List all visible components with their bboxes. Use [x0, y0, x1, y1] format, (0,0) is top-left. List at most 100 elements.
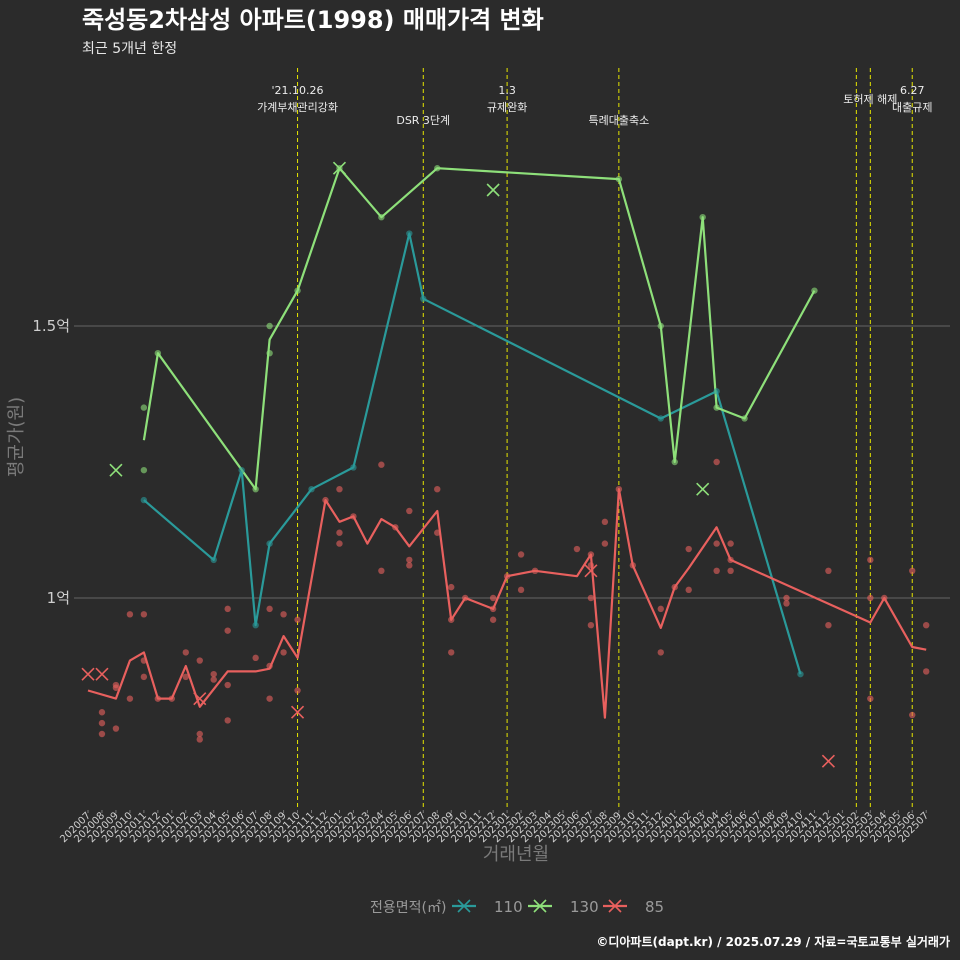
y-axis-ticks: 1억 1.5억: [32, 317, 70, 607]
data-point-85: [713, 458, 720, 466]
data-point-85: [294, 616, 301, 623]
data-point-85: [713, 567, 720, 574]
series-line-130: [142, 167, 816, 491]
data-point-85: [601, 518, 609, 526]
cross-marker-85: [821, 754, 835, 768]
data-point-130: [140, 466, 148, 474]
cross-marker-130: [696, 482, 710, 496]
series-line-85: [87, 488, 927, 719]
data-point-85: [168, 695, 176, 702]
data-point-110: [797, 670, 804, 678]
data-point-85: [727, 567, 734, 574]
data-point-85: [112, 684, 120, 691]
data-point-130: [252, 486, 259, 493]
data-point-85: [783, 600, 790, 607]
cross-marker-130: [486, 183, 500, 197]
data-point-85: [140, 657, 148, 664]
data-point-85: [713, 540, 720, 547]
data-point-85: [448, 616, 455, 623]
data-point-85: [909, 711, 916, 719]
data-point-130: [378, 214, 385, 221]
event-label: 특례대출축소: [588, 114, 649, 127]
data-point-130: [657, 322, 664, 330]
event-label: 6.27: [900, 84, 925, 97]
data-point-85: [685, 545, 692, 553]
data-point-110: [657, 415, 664, 422]
legend-title: 전용면적(㎡): [370, 900, 446, 916]
data-point-85: [657, 605, 664, 613]
data-point-85: [336, 486, 343, 493]
data-point-85: [517, 586, 525, 594]
data-point-85: [587, 622, 595, 629]
event-label: 1.3: [498, 84, 516, 97]
data-point-130: [615, 175, 623, 183]
data-point-85: [923, 622, 930, 629]
data-point-130: [811, 287, 818, 294]
data-point-85: [448, 583, 455, 591]
data-point-85: [867, 556, 874, 564]
data-point-85: [392, 524, 399, 531]
data-point-85: [294, 687, 301, 694]
data-point-85: [112, 725, 120, 732]
event-label: DSR 3단계: [396, 114, 450, 127]
data-point-85: [266, 605, 273, 613]
cross-marker-130: [332, 161, 347, 175]
data-point-85: [489, 594, 497, 602]
y-tick-label: 1.5억: [32, 317, 70, 335]
cross-marker-85: [290, 705, 305, 719]
data-point-85: [252, 654, 259, 662]
event-label: 대출규제: [892, 101, 932, 114]
legend-key-marker-130: [533, 899, 547, 913]
data-point-85: [671, 583, 678, 591]
data-point-85: [98, 709, 106, 716]
data-point-130: [713, 404, 720, 411]
legend-key-marker-85: [608, 899, 622, 913]
y-axis-title: 평균가(원): [6, 397, 27, 477]
data-point-85: [280, 649, 287, 656]
data-point-85: [685, 586, 692, 594]
data-point-85: [224, 627, 231, 634]
cross-marker-85: [584, 564, 598, 578]
data-point-85: [182, 649, 189, 656]
data-point-85: [461, 594, 469, 602]
data-point-85: [531, 567, 539, 574]
data-point-130: [266, 322, 273, 330]
data-point-85: [517, 551, 525, 558]
legend-key-marker-110: [457, 899, 471, 913]
data-point-110: [266, 540, 273, 547]
legend-label-85: 85: [645, 898, 664, 916]
y-tick-label: 1억: [47, 589, 70, 607]
data-point-85: [210, 670, 217, 678]
event-label: 규제완화: [487, 101, 527, 114]
chart-title: 죽성동2차삼성 아파트(1998) 매매가격 변화: [82, 6, 544, 34]
data-point-85: [587, 562, 595, 569]
chart-subtitle: 최근 5개년 한정: [82, 41, 177, 57]
event-label: 가계부채관리강화: [257, 101, 338, 114]
source-caption: ©디아파트(dapt.kr) / 2025.07.29 / 자료=국토교통부 실…: [596, 934, 950, 949]
data-point-85: [601, 540, 609, 547]
data-point-85: [783, 594, 790, 602]
data-point-85: [629, 562, 637, 569]
x-axis-ticks: 2020072020082020092020102020112020122021…: [58, 810, 931, 845]
event-label: '21.10.26: [272, 84, 324, 97]
data-point-85: [587, 594, 595, 602]
x-axis-title: 거래년월: [483, 844, 549, 865]
data-point-110: [308, 486, 315, 493]
data-point-85: [615, 486, 623, 493]
data-point-85: [434, 529, 441, 536]
event-label: 토허제 해제: [843, 92, 897, 106]
data-point-85: [825, 622, 832, 629]
data-point-85: [489, 616, 497, 623]
data-point-85: [727, 540, 734, 547]
data-point-130: [140, 404, 148, 411]
data-point-85: [336, 529, 343, 536]
data-point-85: [378, 461, 385, 468]
data-point-85: [867, 695, 874, 702]
legend-label-130: 130: [570, 898, 599, 916]
data-point-85: [140, 673, 148, 681]
data-point-85: [196, 736, 203, 743]
data-point-85: [196, 730, 203, 738]
series-points: [81, 161, 930, 768]
data-point-85: [182, 673, 189, 681]
